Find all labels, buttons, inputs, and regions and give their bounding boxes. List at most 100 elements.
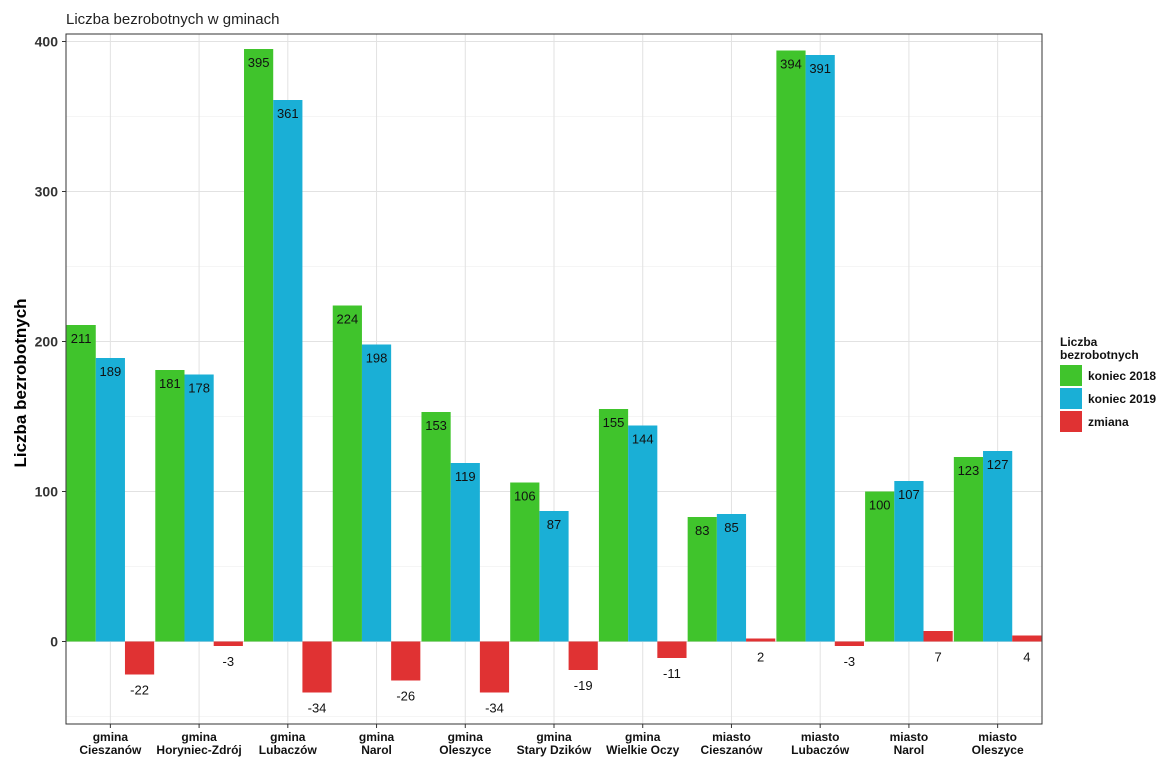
- y-tick-label: 200: [35, 334, 59, 350]
- data-label: 83: [695, 523, 709, 538]
- legend-label: koniec 2018: [1088, 369, 1156, 383]
- y-tick-label: 100: [35, 484, 59, 500]
- y-ticks: 0 100 200 300 400: [35, 34, 66, 650]
- data-label: 100: [869, 498, 891, 513]
- bar: [923, 631, 953, 642]
- x-tick-label: gmina: [359, 730, 395, 744]
- chart-title: Liczba bezrobotnych w gminach: [66, 11, 279, 28]
- x-tick-label: Wielkie Oczy: [606, 743, 680, 757]
- data-label: -3: [223, 654, 235, 669]
- x-tick-label: Stary Dzików: [517, 743, 592, 757]
- bar: [479, 641, 510, 693]
- y-tick-label: 400: [35, 34, 59, 50]
- x-tick-label: gmina: [270, 730, 306, 744]
- x-tick-label: Cieszanów: [79, 743, 142, 757]
- bar: [628, 425, 658, 642]
- data-label: 144: [632, 432, 654, 447]
- x-tick-label: gmina: [625, 730, 661, 744]
- x-tick-label: miasto: [801, 730, 840, 744]
- data-label: 106: [514, 489, 536, 504]
- data-label: 224: [336, 312, 358, 327]
- x-tick-label: gmina: [93, 730, 129, 744]
- bar: [746, 638, 776, 642]
- x-tick-label: miasto: [890, 730, 929, 744]
- x-ticks: gminaCieszanówgminaHoryniec-ZdrójgminaLu…: [79, 724, 1024, 757]
- bar: [66, 325, 96, 642]
- bar: [894, 481, 924, 642]
- data-label: 211: [71, 331, 92, 346]
- data-label: -22: [130, 683, 149, 698]
- data-label: -3: [844, 654, 856, 669]
- x-tick-label: Cieszanów: [700, 743, 763, 757]
- bar: [155, 370, 185, 642]
- data-label: 4: [1023, 650, 1030, 665]
- data-label: 178: [188, 381, 210, 396]
- legend-swatch: [1060, 365, 1082, 386]
- data-label: 87: [547, 517, 561, 532]
- x-tick-label: Horyniec-Zdrój: [156, 743, 241, 757]
- y-axis-label: Liczba bezrobotnych: [11, 298, 30, 467]
- x-tick-label: Lubaczów: [259, 743, 318, 757]
- y-tick-label: 300: [35, 184, 59, 200]
- bar: [244, 49, 274, 642]
- bar: [657, 641, 687, 658]
- data-label: 153: [425, 418, 447, 433]
- bar: [598, 409, 629, 642]
- data-label: 2: [757, 650, 764, 665]
- legend-title: Liczba: [1060, 335, 1098, 349]
- bar: [95, 358, 125, 642]
- data-label: 181: [159, 376, 181, 391]
- x-tick-label: gmina: [448, 730, 484, 744]
- data-label: 123: [958, 463, 980, 478]
- bar: [213, 641, 243, 646]
- bar: [332, 305, 362, 642]
- data-label: 198: [366, 351, 388, 366]
- data-label: 155: [603, 415, 625, 430]
- bar: [983, 451, 1013, 642]
- data-label: 127: [987, 457, 1009, 472]
- data-label: 361: [277, 106, 299, 121]
- data-label: 119: [455, 469, 476, 484]
- data-label: -34: [485, 701, 504, 716]
- data-label: 394: [780, 57, 802, 72]
- bar: [391, 641, 421, 681]
- legend-label: koniec 2019: [1088, 392, 1156, 406]
- x-tick-label: Narol: [361, 743, 392, 757]
- x-tick-label: Narol: [894, 743, 925, 757]
- data-labels: 211 181 395 224 153 106 155 83 394 100 123 189 178 36…: [71, 55, 1031, 716]
- data-label: -11: [663, 666, 681, 681]
- bar: [273, 100, 303, 642]
- x-tick-label: miasto: [978, 730, 1017, 744]
- x-tick-label: Oleszyce: [439, 743, 491, 757]
- bar: [776, 50, 806, 642]
- data-label: -26: [396, 689, 415, 704]
- legend-swatch: [1060, 411, 1082, 432]
- data-label: 391: [809, 61, 831, 76]
- bar: [361, 344, 392, 642]
- y-tick-label: 0: [50, 634, 58, 650]
- bar: [805, 55, 835, 642]
- bar: [1012, 635, 1042, 642]
- bar: [124, 641, 155, 675]
- bar: [568, 641, 598, 670]
- legend-swatch: [1060, 388, 1082, 409]
- x-tick-label: Lubaczów: [791, 743, 850, 757]
- x-tick-label: miasto: [712, 730, 751, 744]
- bar: [834, 641, 864, 646]
- bar: [716, 514, 747, 642]
- bar: [865, 491, 895, 642]
- bar: [953, 457, 984, 642]
- data-label: 7: [934, 650, 941, 665]
- x-tick-label: Oleszyce: [972, 743, 1024, 757]
- data-label: 189: [100, 364, 122, 379]
- bar: [421, 412, 451, 642]
- data-label: 107: [898, 487, 920, 502]
- bar: [184, 374, 214, 642]
- bars: [66, 49, 1042, 693]
- x-tick-label: gmina: [536, 730, 572, 744]
- data-label: -34: [308, 701, 327, 716]
- legend-label: zmiana: [1088, 415, 1129, 429]
- bar: [687, 517, 717, 642]
